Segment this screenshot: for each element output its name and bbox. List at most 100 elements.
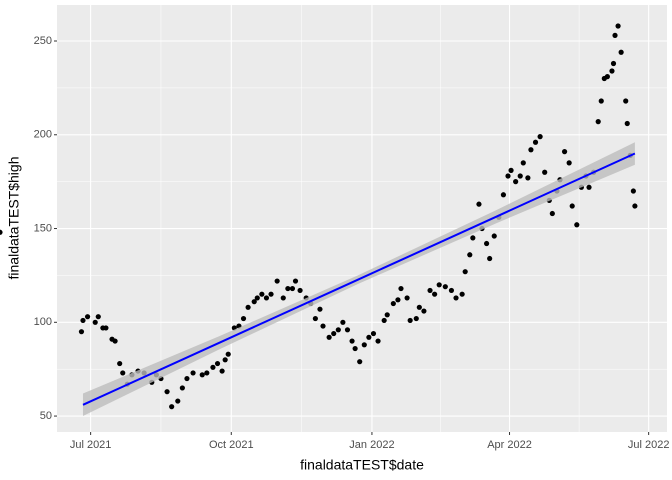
point <box>245 304 251 310</box>
point <box>612 32 618 38</box>
point <box>487 255 493 262</box>
point <box>610 60 617 67</box>
point <box>574 222 580 228</box>
point <box>384 312 390 318</box>
point <box>513 179 519 185</box>
point <box>421 308 427 314</box>
point <box>416 304 422 310</box>
point <box>442 284 448 290</box>
point <box>615 23 621 29</box>
point <box>436 282 442 288</box>
y-tick-label: 150 <box>34 222 52 234</box>
point <box>80 317 86 324</box>
point <box>292 278 299 284</box>
x-tick-label: Jan 2022 <box>349 439 394 451</box>
point <box>175 398 181 404</box>
point <box>609 68 615 74</box>
point <box>462 269 468 275</box>
point <box>390 300 396 307</box>
point <box>407 317 413 324</box>
grid <box>57 5 667 432</box>
point <box>225 351 231 357</box>
point <box>370 330 377 337</box>
point <box>525 175 531 181</box>
point <box>448 287 455 294</box>
point <box>297 287 303 294</box>
point <box>549 210 555 217</box>
point <box>491 233 497 239</box>
point <box>381 317 387 324</box>
point <box>459 291 465 297</box>
point <box>357 359 363 365</box>
point <box>340 319 346 325</box>
point <box>517 173 523 179</box>
point <box>344 327 351 333</box>
point <box>537 134 543 140</box>
point <box>542 169 548 175</box>
point <box>604 74 610 80</box>
point <box>598 98 604 104</box>
marks <box>0 23 638 417</box>
point <box>289 285 296 292</box>
point <box>326 334 332 340</box>
point <box>624 120 630 127</box>
point <box>331 330 337 337</box>
y-tick-label: 50 <box>40 410 52 422</box>
point <box>528 147 534 153</box>
point <box>349 338 355 344</box>
point <box>586 184 592 190</box>
point <box>404 295 410 301</box>
point <box>280 295 286 301</box>
point <box>164 389 170 395</box>
x-tick-label: Jul 2021 <box>70 439 112 451</box>
point <box>361 342 367 348</box>
point <box>508 167 514 173</box>
point <box>618 49 624 55</box>
point <box>259 291 265 297</box>
point <box>204 370 210 376</box>
point <box>222 357 228 363</box>
trend-line <box>82 152 636 406</box>
point <box>95 314 101 320</box>
point <box>427 287 433 294</box>
point <box>219 368 225 374</box>
point <box>199 372 205 378</box>
point <box>595 119 601 125</box>
point <box>190 370 196 376</box>
point <box>117 360 123 367</box>
point <box>285 285 291 292</box>
point <box>483 240 490 247</box>
y-tick-label: 200 <box>34 129 52 141</box>
point <box>0 229 3 235</box>
point <box>120 370 126 376</box>
point <box>268 291 274 297</box>
point <box>366 334 372 340</box>
point <box>240 315 247 322</box>
point <box>623 98 629 104</box>
point <box>630 188 636 194</box>
point <box>476 201 482 207</box>
point <box>398 285 404 292</box>
point <box>375 338 381 344</box>
point <box>274 278 280 284</box>
y-tick-label: 100 <box>34 316 52 328</box>
point <box>569 203 575 209</box>
point <box>210 364 216 370</box>
y-axis-title: finaldataTEST$high <box>6 157 22 280</box>
point <box>520 160 526 166</box>
point <box>505 173 511 179</box>
point <box>169 404 175 410</box>
point <box>566 160 572 166</box>
point <box>254 295 260 301</box>
point <box>92 319 98 325</box>
point <box>317 306 323 312</box>
point <box>500 192 507 198</box>
point <box>214 360 221 367</box>
point <box>320 323 326 329</box>
point <box>413 315 419 322</box>
point <box>251 299 257 305</box>
point <box>335 327 341 333</box>
x-axis-title: finaldataTEST$date <box>300 457 424 473</box>
point <box>184 375 190 382</box>
point <box>179 385 185 391</box>
